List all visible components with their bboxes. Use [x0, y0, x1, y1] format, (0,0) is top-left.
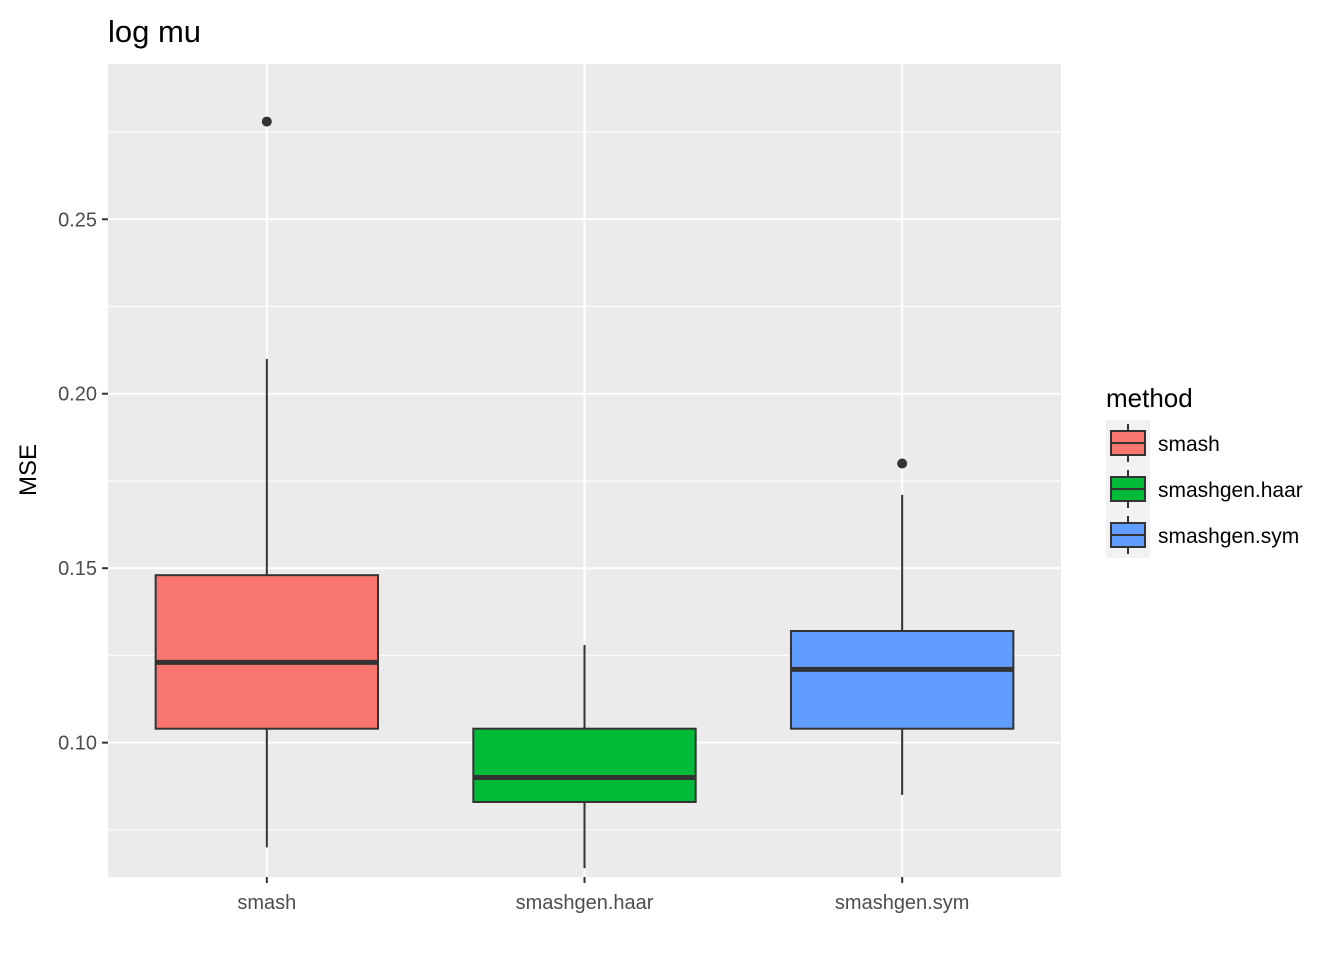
- box: [789, 630, 1015, 730]
- boxplot-smashgen.haar: [472, 644, 697, 869]
- boxplots: [154, 116, 1015, 869]
- x-tick-label: smash: [237, 892, 296, 914]
- legend-item-smashgen.sym: smashgen.sym: [1106, 512, 1299, 558]
- x-tick-label: smashgen.haar: [516, 892, 654, 914]
- outlier-point: [261, 116, 272, 127]
- legend: method smash smashgen.haar smashgen.sym: [1106, 383, 1303, 558]
- y-tick-label: 0.25: [58, 209, 97, 231]
- legend-title: method: [1106, 383, 1193, 413]
- legend-item-smashgen.haar: smashgen.haar: [1106, 466, 1303, 512]
- x-tick-label: smashgen.sym: [835, 892, 970, 914]
- box: [154, 574, 380, 730]
- x-axis: smash smashgen.haar smashgen.sym: [237, 877, 969, 914]
- y-axis-title: MSE: [15, 444, 42, 496]
- y-tick-label: 0.10: [58, 733, 97, 755]
- legend-label: smash: [1158, 433, 1220, 456]
- legend-label: smashgen.sym: [1158, 525, 1299, 548]
- y-tick-label: 0.20: [58, 384, 97, 406]
- box: [472, 727, 697, 803]
- y-axis: 0.10 0.15 0.20 0.25: [58, 209, 108, 755]
- legend-label: smashgen.haar: [1158, 479, 1303, 502]
- chart-title: log mu: [108, 14, 201, 49]
- legend-item-smash: smash: [1106, 420, 1220, 466]
- boxplot-smashgen.sym: [789, 458, 1015, 796]
- y-tick-label: 0.15: [58, 558, 97, 580]
- boxplot-smash: [154, 116, 380, 848]
- outlier-point: [897, 458, 908, 469]
